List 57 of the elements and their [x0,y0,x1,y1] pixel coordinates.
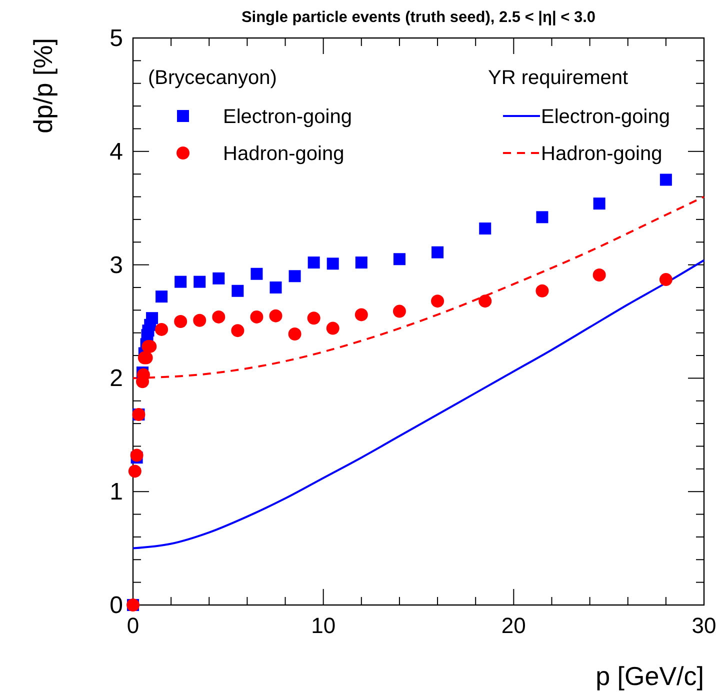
y-tick-label: 1 [110,478,123,506]
annotation: YR requirement [488,67,628,89]
point [288,270,301,282]
point [326,258,339,270]
x-tick-label: 0 [126,613,140,638]
y-tick-label: 2 [110,365,123,392]
point [270,281,282,294]
y-tick-label: 4 [110,138,123,166]
point [156,290,168,303]
point [128,464,142,478]
point [479,222,492,235]
point [174,276,187,288]
y-axis-title: dp/p [%] [28,38,58,134]
y-tick-label: 0 [110,592,123,619]
point [146,312,158,324]
point [232,284,244,297]
point [660,174,672,186]
point [592,268,606,282]
point [212,272,225,284]
point [393,253,406,266]
point [231,324,244,338]
point [478,294,492,308]
point [308,256,320,269]
point [355,256,368,269]
y-tick-label: 5 [110,25,123,52]
point [593,198,606,210]
x-tick-label: 20 [501,613,526,638]
point [659,273,672,286]
point [288,327,302,340]
point [250,268,263,280]
point [392,304,406,318]
point [307,312,320,325]
point [536,211,548,224]
x-tick-label: 30 [692,613,716,638]
point [326,322,340,335]
point [269,309,282,322]
legend-label: Electron-going [541,106,670,128]
legend-label: Hadron-going [223,143,344,165]
x-axis-title: p [GeV/c] [596,661,704,691]
point [536,284,549,298]
point [212,310,226,324]
point [155,322,168,336]
y-tick-label: 3 [110,252,123,279]
chart-title: Single particle events (truth seed), 2.5 < |η| < 3.0 [241,9,596,26]
point [354,308,368,322]
point [193,314,206,327]
point [432,246,444,258]
point [250,310,264,324]
line-series [132,259,705,550]
point [174,315,188,328]
point [431,294,444,308]
legend-label: Hadron-going [541,143,662,165]
legend-label: Electron-going [223,106,352,128]
legend-title: (Brycecanyon) [148,67,277,89]
point [130,448,144,462]
x-tick-label: 10 [311,613,336,638]
point [194,276,206,288]
